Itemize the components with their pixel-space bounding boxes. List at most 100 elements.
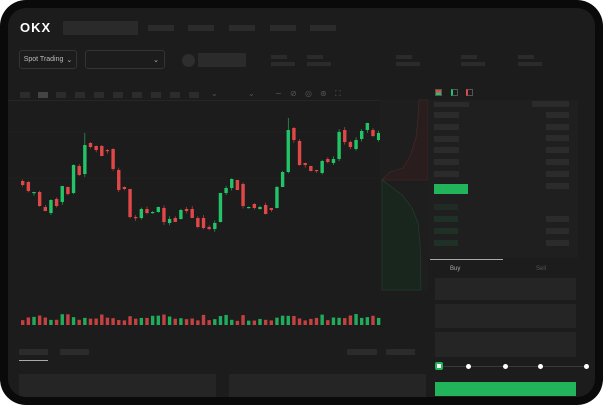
timeframe-button[interactable] bbox=[20, 92, 30, 98]
timeframe-button[interactable] bbox=[38, 92, 48, 98]
orders-panel bbox=[19, 374, 216, 397]
spot-trading-select[interactable]: Spot Trading ⌄ bbox=[19, 50, 77, 69]
volume-bar bbox=[207, 320, 211, 325]
slider-stop-50[interactable] bbox=[503, 364, 508, 369]
ask-price[interactable] bbox=[434, 147, 459, 153]
candle bbox=[320, 161, 324, 173]
draw-icon[interactable]: ⌄ bbox=[248, 89, 255, 98]
volume-bar bbox=[179, 318, 183, 325]
volume-bar bbox=[343, 318, 347, 325]
timeframe-button[interactable] bbox=[94, 92, 104, 98]
ask-price[interactable] bbox=[434, 171, 459, 177]
nav-item[interactable] bbox=[270, 25, 296, 31]
candle bbox=[258, 207, 262, 209]
pair-select[interactable]: ⌄ bbox=[85, 50, 165, 69]
volume-bar bbox=[275, 317, 279, 325]
timeframe-button[interactable] bbox=[132, 92, 142, 98]
filter-button[interactable] bbox=[347, 349, 377, 355]
candle bbox=[235, 180, 240, 190]
candle bbox=[269, 208, 273, 210]
volume-bar bbox=[320, 314, 324, 325]
spot-trading-label: Spot Trading bbox=[23, 56, 64, 63]
volume-bar bbox=[269, 320, 273, 325]
timeframe-button[interactable] bbox=[56, 92, 66, 98]
price-header bbox=[434, 102, 469, 107]
tab-open-orders[interactable] bbox=[19, 349, 48, 355]
camera-icon[interactable]: ◎ bbox=[305, 89, 312, 98]
candle bbox=[230, 179, 234, 188]
timeframe-button[interactable] bbox=[151, 92, 161, 98]
timeframe-button[interactable] bbox=[113, 92, 123, 98]
volume-bar bbox=[292, 315, 296, 325]
tab-buy[interactable]: Buy bbox=[450, 266, 461, 272]
tab-order-history[interactable] bbox=[60, 349, 89, 355]
candle bbox=[43, 207, 47, 211]
volume-bar bbox=[105, 317, 110, 325]
indicator-icon[interactable]: ⌄ bbox=[211, 89, 218, 98]
orderbook-asks-icon[interactable] bbox=[466, 89, 473, 96]
timeframe-button[interactable] bbox=[75, 92, 85, 98]
candlestick-chart[interactable] bbox=[8, 8, 595, 397]
line-icon[interactable]: ∼ bbox=[275, 89, 282, 98]
orderbook-bids-icon[interactable] bbox=[451, 89, 458, 96]
candle bbox=[60, 186, 64, 202]
stat-label bbox=[461, 55, 477, 59]
candle bbox=[32, 192, 36, 194]
timeframe-button[interactable] bbox=[189, 92, 199, 98]
ask-price[interactable] bbox=[434, 124, 459, 130]
slider-stop-75[interactable] bbox=[538, 364, 543, 369]
candle bbox=[117, 170, 121, 190]
bid-price[interactable] bbox=[434, 228, 458, 234]
candle bbox=[156, 207, 160, 212]
timeframe-button[interactable] bbox=[170, 92, 180, 98]
candle bbox=[105, 150, 110, 152]
candle bbox=[247, 207, 251, 209]
ruler-icon[interactable]: ⊘ bbox=[290, 89, 297, 98]
ask-price[interactable] bbox=[434, 136, 459, 142]
volume-bar bbox=[252, 320, 257, 325]
search-input[interactable] bbox=[63, 21, 138, 35]
nav-item[interactable] bbox=[310, 25, 336, 31]
order-book bbox=[428, 100, 578, 258]
bid-price[interactable] bbox=[434, 216, 458, 222]
view-all-button[interactable] bbox=[386, 349, 415, 355]
volume-bar bbox=[297, 318, 302, 325]
candle bbox=[371, 130, 375, 136]
amount-input[interactable] bbox=[435, 304, 576, 328]
candle bbox=[201, 218, 206, 228]
candle bbox=[173, 218, 177, 222]
candle bbox=[162, 208, 166, 222]
candle bbox=[207, 227, 211, 229]
candle bbox=[275, 187, 279, 208]
orderbook-both-icon[interactable] bbox=[435, 89, 442, 96]
tab-sell[interactable]: Sell bbox=[536, 266, 547, 272]
volume-bar bbox=[218, 316, 223, 325]
candle bbox=[134, 217, 138, 219]
nav-item[interactable] bbox=[148, 25, 174, 31]
nav-item[interactable] bbox=[229, 25, 255, 31]
bid-amount bbox=[546, 240, 569, 246]
volume-bar bbox=[139, 317, 144, 325]
slider-stop-25[interactable] bbox=[466, 364, 471, 369]
bid-price[interactable] bbox=[434, 204, 458, 210]
candle bbox=[190, 209, 194, 218]
fullscreen-icon[interactable]: ⛶ bbox=[335, 89, 341, 98]
percent-slider[interactable] bbox=[438, 366, 588, 367]
candle bbox=[145, 209, 149, 213]
ask-price[interactable] bbox=[434, 159, 459, 165]
volume-bar bbox=[88, 318, 93, 325]
candle bbox=[167, 219, 172, 223]
nav-item[interactable] bbox=[188, 25, 214, 31]
bid-price[interactable] bbox=[434, 240, 458, 246]
bid-amount bbox=[546, 228, 569, 234]
volume-bar bbox=[196, 320, 200, 325]
settings-icon[interactable]: ⊛ bbox=[320, 89, 327, 98]
volume-bar bbox=[286, 315, 290, 325]
slider-stop-100[interactable] bbox=[584, 364, 589, 369]
buy-button[interactable] bbox=[435, 382, 576, 396]
volume-bar bbox=[247, 320, 251, 325]
total-input[interactable] bbox=[435, 332, 576, 357]
ask-price[interactable] bbox=[434, 112, 459, 118]
slider-handle[interactable] bbox=[435, 362, 443, 370]
price-input[interactable] bbox=[435, 278, 576, 300]
